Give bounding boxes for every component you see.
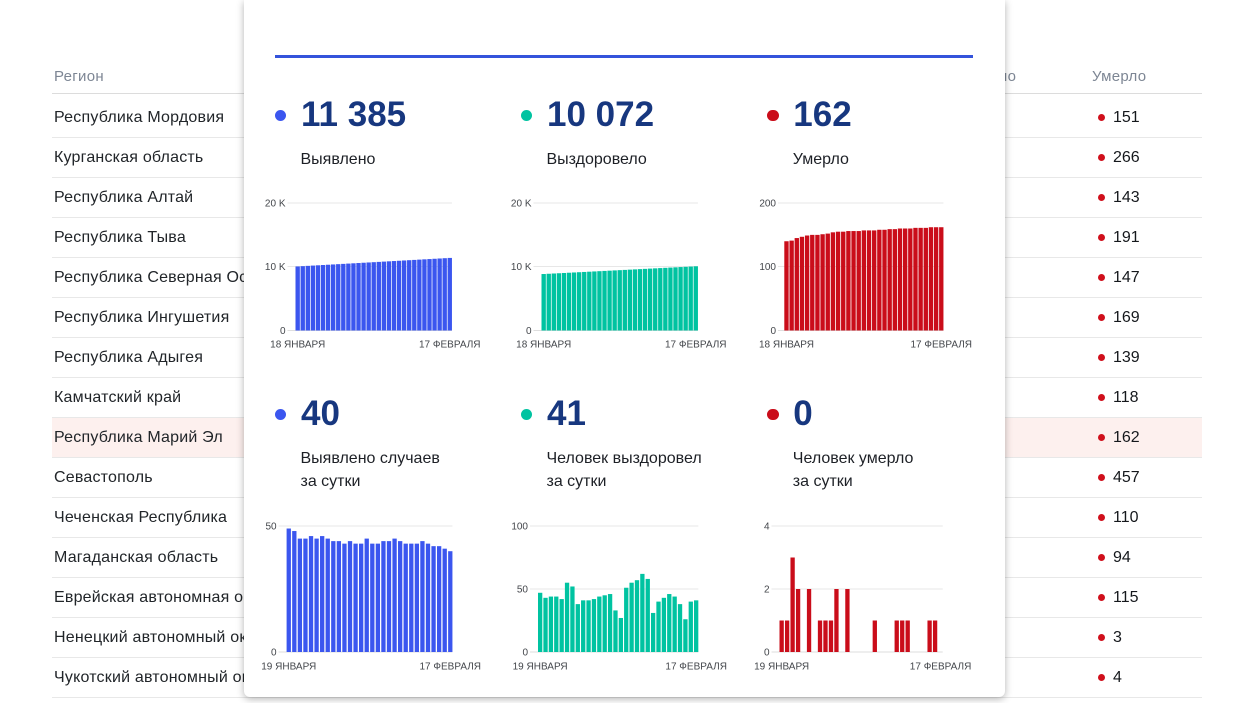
svg-text:20 K: 20 K xyxy=(511,199,532,210)
svg-text:0: 0 xyxy=(280,326,286,337)
svg-text:0: 0 xyxy=(522,648,528,659)
svg-text:2: 2 xyxy=(764,585,770,596)
svg-text:0: 0 xyxy=(526,326,532,337)
svg-text:0: 0 xyxy=(271,648,277,659)
svg-text:100: 100 xyxy=(511,522,528,533)
svg-text:17 ФЕВРАЛЯ: 17 ФЕВРАЛЯ xyxy=(911,340,973,351)
svg-text:18 ЯНВАРЯ: 18 ЯНВАРЯ xyxy=(759,340,814,351)
svg-text:0: 0 xyxy=(770,326,776,337)
svg-text:10 K: 10 K xyxy=(265,262,286,273)
svg-text:200: 200 xyxy=(759,199,776,210)
svg-text:17 ФЕВРАЛЯ: 17 ФЕВРАЛЯ xyxy=(665,340,727,351)
svg-text:4: 4 xyxy=(764,522,770,533)
svg-text:18 ЯНВАРЯ: 18 ЯНВАРЯ xyxy=(516,340,571,351)
svg-text:10 K: 10 K xyxy=(511,262,532,273)
svg-text:19 ЯНВАРЯ: 19 ЯНВАРЯ xyxy=(261,662,316,673)
svg-text:19 ЯНВАРЯ: 19 ЯНВАРЯ xyxy=(513,662,568,673)
svg-text:19 ЯНВАРЯ: 19 ЯНВАРЯ xyxy=(754,662,809,673)
svg-text:17 ФЕВРАЛЯ: 17 ФЕВРАЛЯ xyxy=(420,662,482,673)
svg-text:20 K: 20 K xyxy=(265,199,286,210)
svg-text:17 ФЕВРАЛЯ: 17 ФЕВРАЛЯ xyxy=(665,662,727,673)
svg-text:50: 50 xyxy=(517,585,529,596)
svg-text:17 ФЕВРАЛЯ: 17 ФЕВРАЛЯ xyxy=(419,340,481,351)
svg-text:18 ЯНВАРЯ: 18 ЯНВАРЯ xyxy=(270,340,325,351)
svg-text:50: 50 xyxy=(265,522,277,533)
svg-text:100: 100 xyxy=(759,262,776,273)
svg-text:17 ФЕВРАЛЯ: 17 ФЕВРАЛЯ xyxy=(910,662,972,673)
svg-text:0: 0 xyxy=(764,648,770,659)
